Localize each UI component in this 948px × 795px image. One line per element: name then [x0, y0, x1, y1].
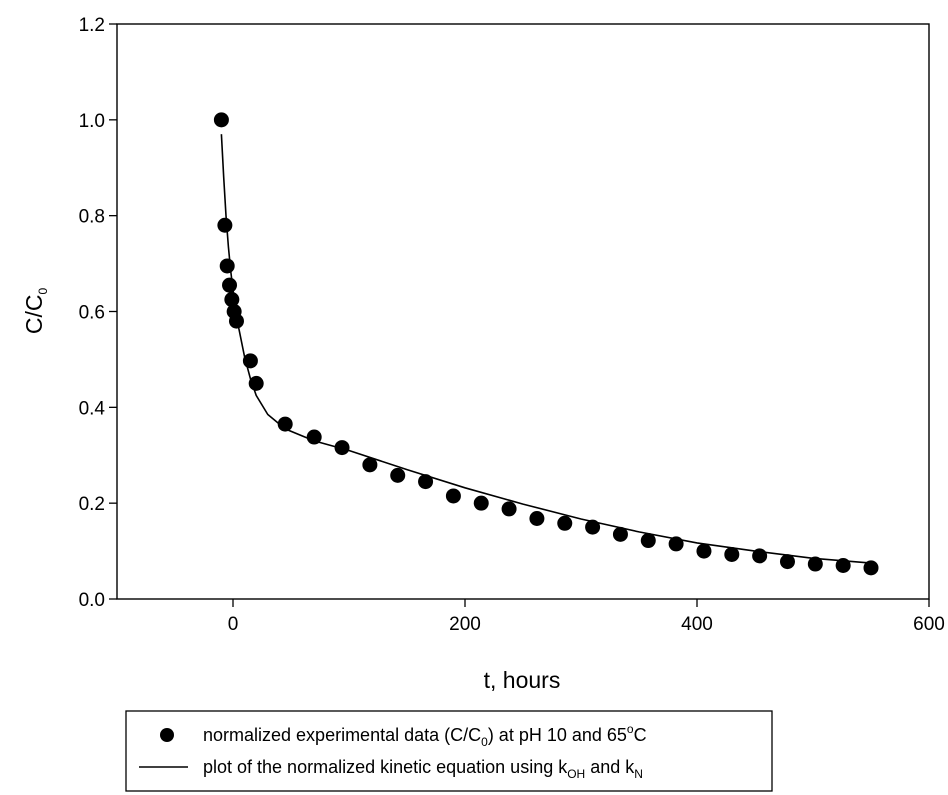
legend-label-part: plot of the normalized kinetic equation … — [203, 757, 568, 777]
data-point — [779, 554, 795, 570]
data-point — [557, 515, 573, 531]
data-point — [696, 543, 712, 559]
data-point — [807, 556, 823, 572]
data-point — [529, 511, 545, 526]
y-tick-label: 0.6 — [79, 303, 105, 324]
data-point — [640, 533, 656, 549]
legend-label-part: C — [634, 725, 647, 745]
legend-frame — [125, 710, 773, 792]
data-point — [219, 258, 235, 274]
y-axis-title-base: C/C — [21, 295, 47, 335]
data-point — [334, 440, 350, 456]
legend-label-part: o — [627, 722, 634, 736]
plot-area — [213, 112, 879, 576]
data-point — [306, 429, 322, 445]
x-axis-title: t, hours — [484, 667, 561, 693]
y-axis-title: C/C0 — [21, 288, 50, 335]
x-tick-label: 600 — [913, 614, 945, 635]
x-tick-label: 400 — [681, 614, 713, 635]
data-point — [217, 217, 233, 233]
kinetic-equation-line — [220, 134, 872, 564]
y-axis-title-subscript: 0 — [36, 288, 50, 295]
data-point — [612, 526, 628, 542]
legend-label-part: OH — [567, 767, 585, 781]
data-point — [473, 495, 489, 511]
x-tick-label: 0 — [228, 614, 239, 635]
legend-label-part: N — [634, 767, 643, 781]
data-point — [863, 560, 879, 576]
y-tick-label: 0.2 — [79, 494, 105, 515]
data-point — [585, 519, 601, 535]
data-point — [277, 416, 293, 432]
data-point — [752, 548, 768, 564]
legend-label-part: and k — [585, 757, 635, 777]
data-point — [248, 375, 264, 391]
data-point — [835, 557, 851, 573]
data-point — [724, 546, 740, 562]
legend-label-part: ) at pH 10 and 65 — [488, 725, 627, 745]
y-tick-label: 0.0 — [79, 590, 105, 611]
data-point — [224, 292, 240, 308]
ticks: 0 200 400 600 0.0 0.2 0.4 0.6 0.8 1.0 1.2 — [79, 15, 945, 635]
data-point — [362, 457, 378, 473]
data-point — [445, 488, 461, 504]
data-point — [222, 277, 238, 293]
data-point — [668, 536, 684, 552]
legend-marker-circle — [160, 728, 174, 742]
y-tick-label: 1.2 — [79, 15, 105, 36]
legend-label: normalized experimental data (C/C0) at p… — [203, 722, 647, 749]
legend-label: plot of the normalized kinetic equation … — [203, 757, 643, 781]
legend-label-part: normalized experimental data (C/C — [203, 725, 481, 745]
y-tick-label: 0.8 — [79, 207, 105, 228]
data-point — [213, 112, 229, 128]
data-point — [390, 467, 406, 483]
y-tick-label: 1.0 — [79, 111, 105, 132]
x-tick-label: 200 — [449, 614, 481, 635]
legend: normalized experimental data (C/C0) at p… — [125, 710, 773, 792]
y-tick-label: 0.4 — [79, 398, 106, 419]
legend-label-part: 0 — [481, 735, 488, 749]
data-point — [228, 313, 244, 329]
data-point — [242, 353, 258, 369]
data-point — [501, 501, 517, 517]
data-point — [418, 474, 434, 490]
